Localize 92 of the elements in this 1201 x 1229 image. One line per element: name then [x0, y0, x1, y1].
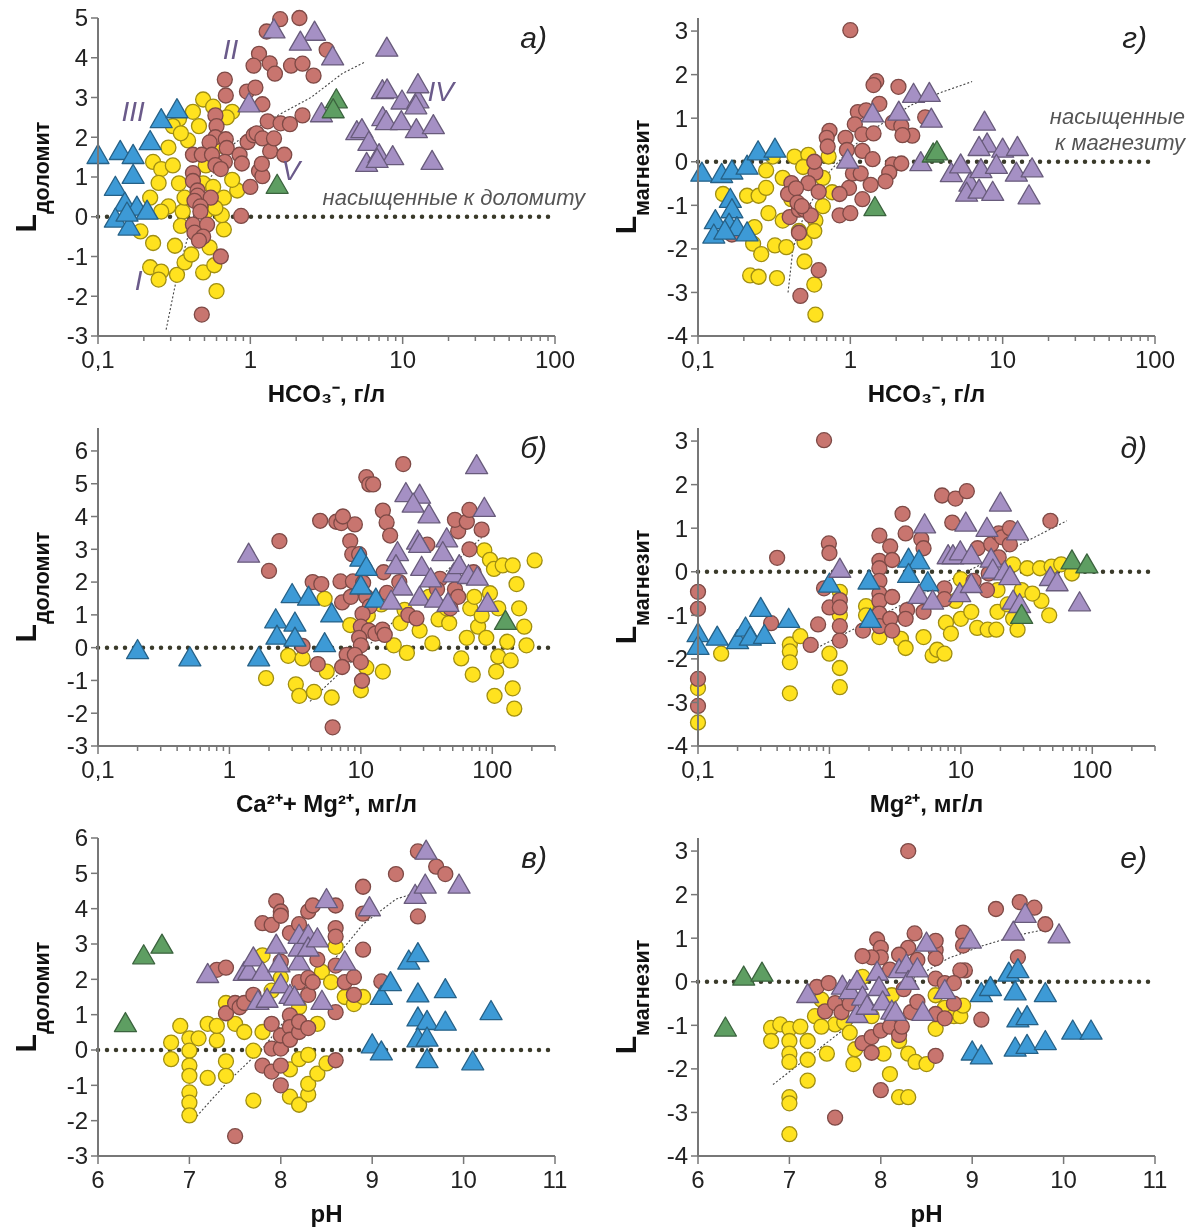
x-tick-label: 10 [947, 756, 975, 783]
y-tick-label: -1 [66, 242, 88, 270]
y-tick-label: 3 [674, 427, 688, 455]
y-tick-label: 1 [674, 104, 688, 132]
x-tick-label: 10 [450, 1166, 477, 1193]
y-tick-label: 5 [74, 470, 88, 498]
ref-line-label: насыщенные к магнезиту [1049, 103, 1187, 155]
y-tick-label: 4 [74, 895, 88, 923]
y-tick-label: -3 [666, 1098, 688, 1126]
x-tick-label: 9 [965, 1166, 979, 1193]
y-tick-label: 0 [74, 1036, 88, 1064]
y-tick-label: -1 [66, 666, 88, 694]
annotation: I [134, 265, 143, 297]
x-tick-label: 9 [365, 1166, 379, 1193]
x-tick-label: 10 [989, 346, 1017, 373]
x-tick-label: 11 [1142, 1166, 1168, 1193]
annotation: V [281, 155, 303, 187]
x-axis-title: HCO₃⁻, г/л [867, 380, 986, 407]
y-tick-label: 0 [674, 968, 688, 996]
y-tick-label: 2 [674, 61, 688, 89]
y-tick-label: 1 [74, 163, 88, 191]
x-tick-label: 10 [389, 346, 417, 373]
y-tick-label: 1 [74, 1001, 88, 1029]
x-tick-label: 6 [91, 1166, 105, 1193]
y-tick-label: -1 [666, 601, 688, 629]
y-tick-label: 5 [74, 859, 88, 887]
y-tick-label: 3 [74, 83, 88, 111]
y-tick-label: 2 [74, 568, 88, 596]
x-tick-label: 100 [534, 346, 576, 373]
y-tick-label: 2 [74, 123, 88, 151]
y-tick-label: 0 [74, 634, 88, 662]
x-tick-label: 10 [1050, 1166, 1077, 1193]
y-tick-label: 3 [674, 837, 688, 865]
y-tick-label: -2 [666, 645, 688, 673]
y-tick-label: 3 [74, 535, 88, 563]
y-tick-label: -1 [66, 1071, 88, 1099]
y-tick-label: 2 [74, 965, 88, 993]
y-tick-label: -3 [666, 688, 688, 716]
y-tick-label: -2 [66, 282, 88, 310]
x-tick-label: 100 [1072, 756, 1113, 783]
ref-line-label: насыщенные к доломиту [322, 184, 587, 210]
x-tick-label: 1 [222, 756, 237, 783]
y-tick-label: 3 [674, 17, 688, 45]
x-tick-label: 100 [472, 756, 513, 783]
x-tick-label: 8 [874, 1166, 888, 1193]
x-tick-label: 11 [542, 1166, 568, 1193]
x-tick-label: 1 [243, 346, 258, 373]
x-axis-title: Mg²⁺, мг/л [869, 790, 984, 817]
x-tick-label: 100 [1134, 346, 1176, 373]
y-tick-label: 1 [674, 924, 688, 952]
x-tick-label: 7 [782, 1166, 797, 1193]
annotation: IV [427, 75, 457, 107]
x-axis-title: Ca²⁺+ Mg²⁺, мг/л [236, 790, 417, 817]
annotation: г) [1122, 21, 1147, 54]
x-axis-title: pH [310, 1200, 343, 1227]
x-tick-label: 1 [843, 346, 858, 373]
annotation: в) [521, 841, 547, 874]
y-tick-label: 4 [74, 44, 88, 72]
y-tick-label: 1 [74, 601, 88, 629]
y-tick-label: 3 [74, 930, 88, 958]
y-tick-label: -3 [66, 1142, 88, 1170]
annotation: II [222, 34, 239, 66]
x-tick-label: 7 [182, 1166, 197, 1193]
y-tick-label: 4 [74, 502, 88, 530]
annotation: б) [520, 431, 547, 464]
annotation: д) [1120, 431, 1147, 464]
y-tick-label: -1 [666, 191, 688, 219]
y-tick-label: 2 [674, 471, 688, 499]
y-tick-label: 2 [674, 881, 688, 909]
y-tick-label: 6 [74, 824, 88, 852]
y-tick-label: 5 [74, 4, 88, 32]
y-tick-label: -2 [66, 1107, 88, 1135]
x-axis-title: HCO₃⁻, г/л [267, 380, 386, 407]
x-tick-label: 8 [274, 1166, 288, 1193]
annotation: е) [1120, 841, 1147, 874]
y-tick-label: 6 [74, 437, 88, 465]
x-tick-label: 1 [822, 756, 837, 783]
y-tick-label: 1 [674, 514, 688, 542]
annotation: а) [520, 21, 547, 54]
y-tick-label: -2 [666, 1055, 688, 1083]
x-tick-label: 10 [347, 756, 375, 783]
y-tick-label: 0 [674, 558, 688, 586]
annotation: III [121, 96, 146, 128]
x-tick-label: 6 [691, 1166, 705, 1193]
y-tick-label: -3 [666, 278, 688, 306]
y-tick-label: 0 [674, 148, 688, 176]
y-tick-label: 0 [74, 203, 88, 231]
y-tick-label: -1 [666, 1011, 688, 1039]
y-tick-label: -4 [666, 1142, 688, 1170]
x-axis-title: pH [910, 1200, 943, 1227]
y-tick-label: -2 [666, 235, 688, 263]
y-tick-label: -2 [66, 699, 88, 727]
